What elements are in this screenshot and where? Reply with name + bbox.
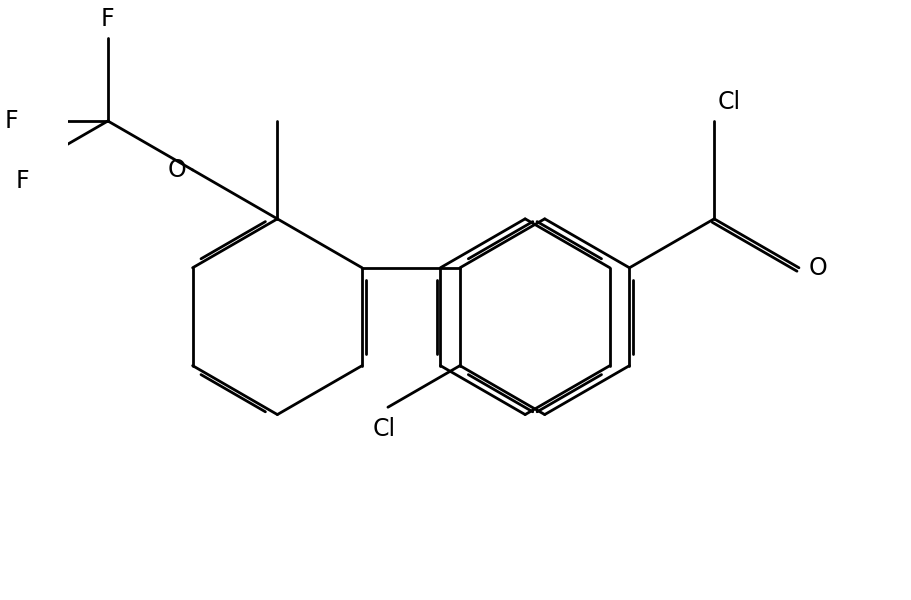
Text: F: F [5, 109, 18, 133]
Text: O: O [167, 158, 186, 182]
Text: Cl: Cl [373, 417, 395, 441]
Text: Cl: Cl [717, 91, 740, 115]
Text: O: O [808, 256, 826, 280]
Text: F: F [101, 7, 115, 31]
Text: F: F [15, 169, 29, 193]
